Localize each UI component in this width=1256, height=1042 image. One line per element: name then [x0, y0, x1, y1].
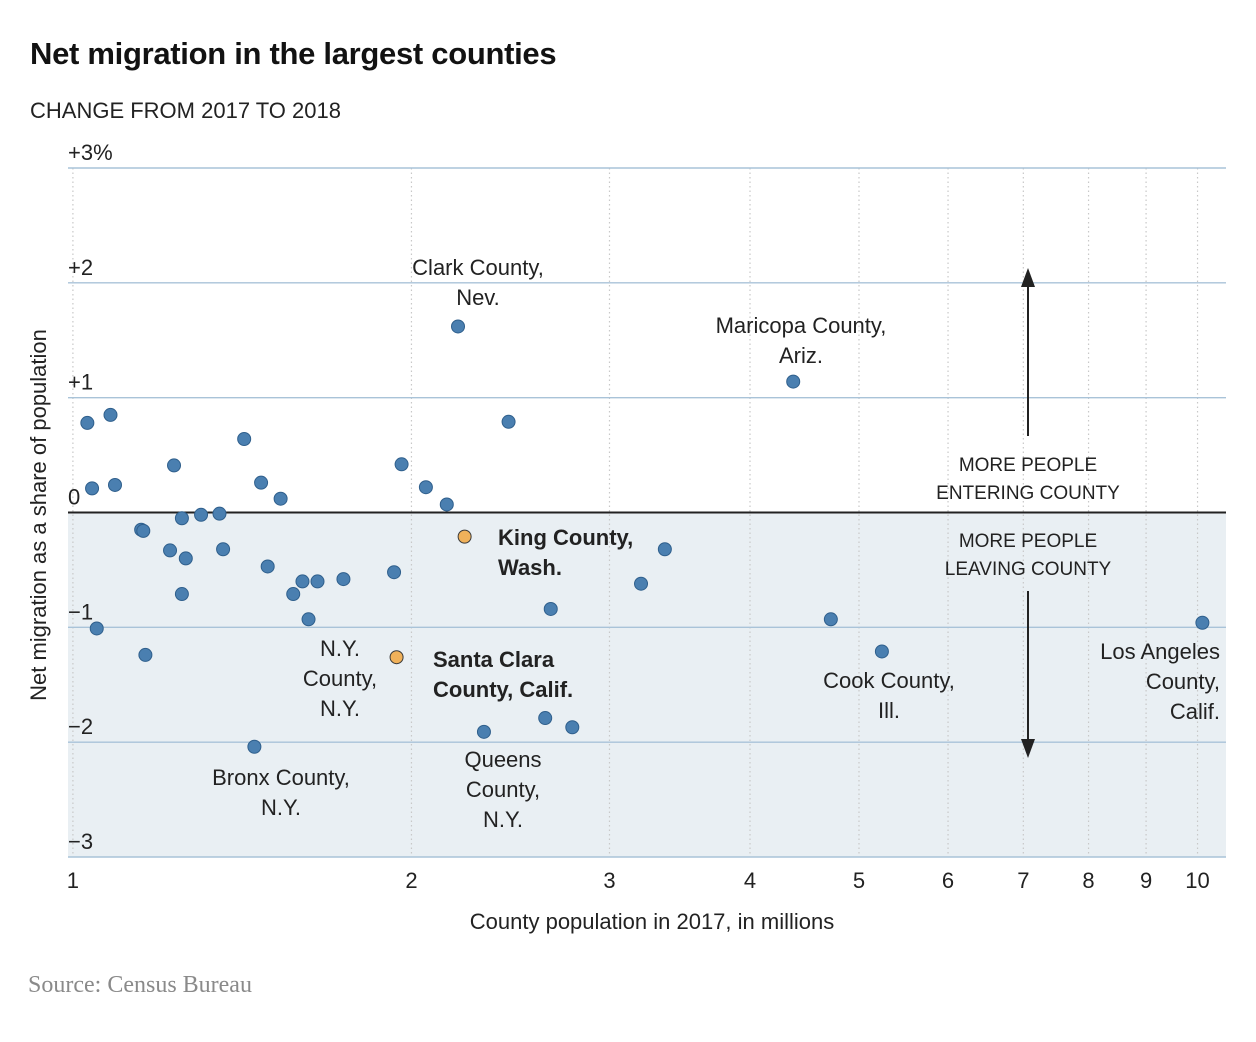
data-point: [85, 481, 100, 496]
annotation-maricopa: Maricopa County, Ariz.: [716, 313, 887, 368]
data-point: [786, 374, 801, 389]
data-point: [439, 497, 454, 512]
annotation-cook: Cook County, Ill.: [823, 668, 955, 723]
x-tick-labels: 1 2 3 4 5 6 7 8 9 10: [67, 868, 1210, 893]
data-point: [451, 319, 466, 334]
negative-region-shading: [68, 512, 1226, 857]
label-king-county: King County, Wash.: [498, 525, 633, 580]
x-tick-label: 10: [1185, 868, 1209, 893]
data-point: [237, 432, 252, 447]
annotation-los-angeles: Los Angeles County, Calif.: [1100, 639, 1220, 724]
x-tick-label: 1: [67, 868, 79, 893]
data-point: [136, 523, 151, 538]
x-tick-label: 7: [1017, 868, 1029, 893]
data-point: [89, 621, 104, 636]
y-tick-label: −3: [68, 829, 93, 854]
up-arrow-head: [1021, 268, 1035, 287]
data-point: [823, 612, 838, 627]
data-point: [216, 542, 231, 557]
data-point: [538, 711, 553, 726]
data-point: [167, 458, 182, 473]
x-tick-label: 6: [942, 868, 954, 893]
x-tick-label: 8: [1082, 868, 1094, 893]
chart-title: Net migration in the largest counties: [30, 36, 557, 71]
data-points: [80, 319, 1210, 754]
data-point: [310, 574, 325, 589]
y-tick-label: +2: [68, 255, 93, 280]
source-note: Source: Census Bureau: [28, 972, 252, 998]
data-point: [174, 587, 189, 602]
entering-label: MORE PEOPLE ENTERING COUNTY: [936, 455, 1120, 504]
data-point: [565, 720, 580, 735]
highlighted-point: [457, 529, 472, 544]
data-point: [394, 457, 409, 472]
negative-shade-rect: [68, 512, 1226, 857]
data-point: [247, 739, 262, 754]
data-point: [476, 724, 491, 739]
data-point: [174, 511, 189, 526]
annotation-ny-county: N.Y. County, N.Y.: [303, 636, 377, 721]
annotation-bronx: Bronx County, N.Y.: [212, 765, 350, 820]
data-point: [138, 647, 153, 662]
data-point: [295, 574, 310, 589]
highlighted-points: [389, 529, 472, 665]
data-point: [501, 414, 516, 429]
data-point: [301, 612, 316, 627]
y-tick-label: 0: [68, 485, 80, 510]
data-point: [543, 601, 558, 616]
y-tick-label: −1: [68, 599, 93, 624]
down-arrow-head: [1021, 739, 1035, 758]
y-axis-label: Net migration as a share of population: [26, 329, 51, 701]
highlighted-point: [389, 650, 404, 665]
data-point: [254, 475, 269, 490]
x-tick-label: 9: [1140, 868, 1152, 893]
data-point: [418, 480, 433, 495]
data-point: [273, 491, 288, 506]
data-point: [657, 542, 672, 557]
data-point: [260, 559, 275, 574]
x-tick-label: 3: [603, 868, 615, 893]
x-tick-label: 5: [853, 868, 865, 893]
data-point: [336, 572, 351, 587]
data-point: [80, 415, 95, 430]
y-tick-label: +1: [68, 370, 93, 395]
data-point: [163, 543, 178, 558]
leaving-label: MORE PEOPLE LEAVING COUNTY: [945, 531, 1112, 580]
y-tick-labels: +3% +2 +1 0 −1 −2 −3: [68, 140, 113, 854]
data-point: [387, 565, 402, 580]
data-point: [103, 407, 118, 422]
y-tick-label: −2: [68, 714, 93, 739]
annotation-clark: Clark County, Nev.: [412, 255, 544, 310]
data-point: [1195, 615, 1210, 630]
data-point: [634, 576, 649, 591]
x-axis-label: County population in 2017, in millions: [470, 909, 834, 934]
direction-arrows: [1021, 268, 1035, 758]
chart-subtitle: CHANGE FROM 2017 TO 2018: [30, 98, 341, 123]
x-tick-label: 2: [405, 868, 417, 893]
data-point: [874, 644, 889, 659]
data-point: [107, 477, 122, 492]
y-tick-label: +3%: [68, 140, 113, 165]
x-tick-label: 4: [744, 868, 756, 893]
annotation-queens: Queens County, N.Y.: [464, 747, 541, 832]
data-point: [212, 506, 227, 521]
label-santa-clara: Santa Clara County, Calif.: [433, 647, 573, 702]
data-point: [194, 507, 209, 522]
data-point: [178, 551, 193, 566]
data-point: [286, 587, 301, 602]
